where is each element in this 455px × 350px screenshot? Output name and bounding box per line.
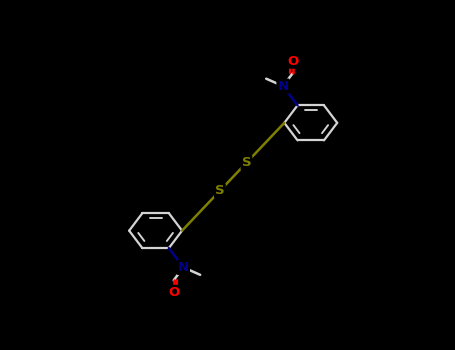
Text: O: O xyxy=(287,55,298,68)
Text: S: S xyxy=(242,156,251,169)
Text: O: O xyxy=(168,286,179,299)
Text: N: N xyxy=(178,261,189,274)
Text: S: S xyxy=(215,184,225,197)
Text: N: N xyxy=(278,79,288,93)
